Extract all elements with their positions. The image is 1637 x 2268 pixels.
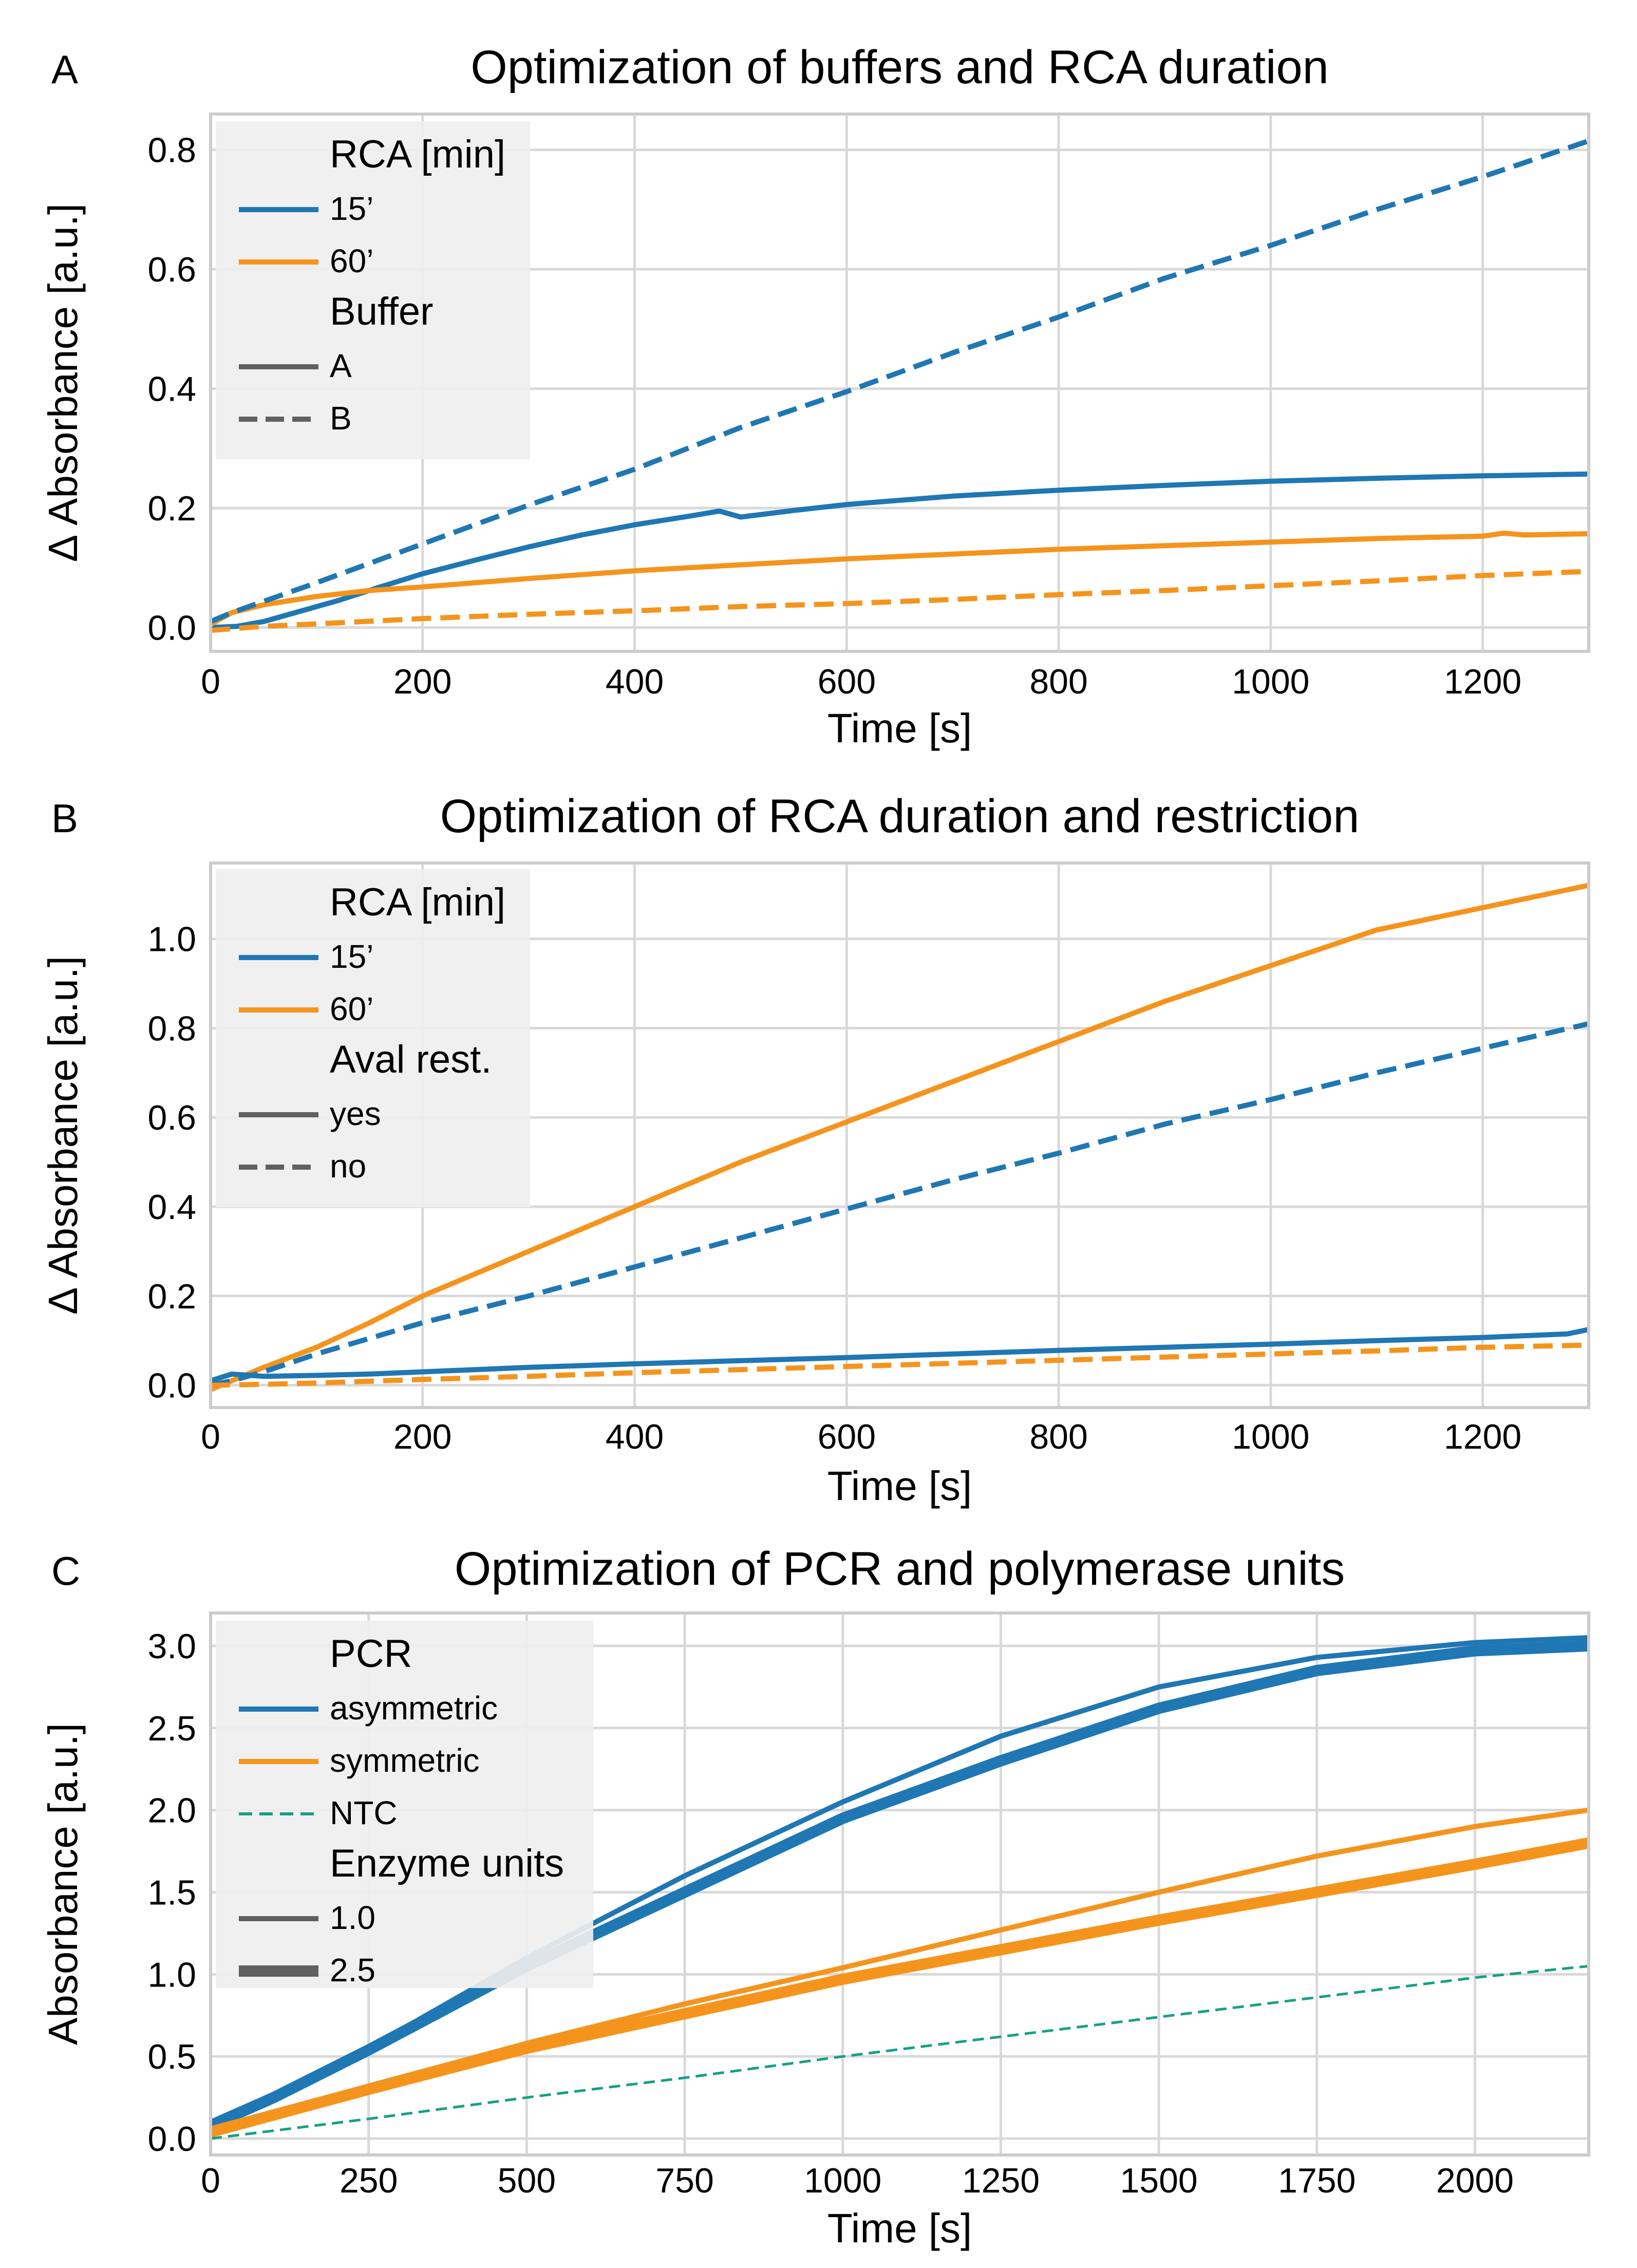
legend-section-title: Enzyme units <box>330 1842 564 1885</box>
series-line-4 <box>211 569 1589 633</box>
series-line-5 <box>211 1964 1589 2140</box>
panel-letter: B <box>51 796 78 841</box>
y-tick-label: 0.5 <box>147 2037 196 2076</box>
chart-title: Optimization of PCR and polymerase units <box>455 1543 1345 1595</box>
x-tick-label: 800 <box>1029 662 1087 701</box>
legend-box <box>216 869 530 1207</box>
legend: RCA [min] 15’ 60’ Buffer AB <box>216 121 530 459</box>
legend-entry-label: 2.5 <box>330 1952 375 1989</box>
y-tick-label: 3.0 <box>147 1627 196 1666</box>
legend-section-title: Aval rest. <box>330 1038 492 1081</box>
series-group <box>211 138 1589 633</box>
x-tick-label: 200 <box>393 662 451 701</box>
x-tick-label: 1250 <box>962 2161 1040 2200</box>
x-tick-label: 200 <box>393 1417 451 1456</box>
panel-letter: A <box>51 47 78 92</box>
x-tick-label: 1000 <box>1232 662 1309 701</box>
x-axis-label: Time [s] <box>827 705 972 751</box>
y-tick-label: 0.6 <box>147 1098 196 1137</box>
x-tick-label: 0 <box>201 662 220 701</box>
series-line-4 <box>211 1837 1589 2138</box>
x-tick-label: 800 <box>1029 1417 1087 1456</box>
legend-entry-label: 60’ <box>330 990 373 1027</box>
legend: PCR asymmetric symmetric NTC Enzyme units 1.0… <box>216 1621 593 1989</box>
x-tick-label: 1750 <box>1278 2161 1356 2200</box>
legend-entry-label: 15’ <box>330 938 373 975</box>
y-tick-label: 0.0 <box>147 609 196 648</box>
x-tick-label: 250 <box>340 2161 398 2200</box>
x-tick-label: 750 <box>655 2161 713 2200</box>
plot-frame <box>209 1611 1590 2157</box>
legend-box <box>216 1621 593 1988</box>
legend-entry-label: 1.0 <box>330 1899 375 1936</box>
y-axis-label: Δ Absorbance [a.u.] <box>40 956 86 1315</box>
legend-section-title: PCR <box>330 1632 412 1676</box>
panel-a: 0 200 400 600 800 1000 1200 0.0 0.2 0.4 0.6 0.8 RCA … <box>40 41 1590 751</box>
legend-entry-label: yes <box>330 1095 381 1132</box>
x-tick-label: 0 <box>201 1417 220 1456</box>
series-line-2 <box>211 1640 1589 2131</box>
legend-section-title: RCA [min] <box>330 880 505 924</box>
series-line-3 <box>211 138 1589 624</box>
x-tick-label: 600 <box>818 1417 876 1456</box>
legend-section-title: Buffer <box>330 290 433 333</box>
y-tick-label: 0.4 <box>147 370 196 409</box>
y-tick-label: 0.8 <box>147 131 196 170</box>
x-tick-label: 400 <box>606 1417 664 1456</box>
series-line-2 <box>211 530 1589 627</box>
series-line-1 <box>211 883 1589 1393</box>
legend: RCA [min] 15’ 60’ Aval rest. yes no <box>216 869 530 1207</box>
y-tick-label: 0.8 <box>147 1009 196 1048</box>
y-tick-label: 0.2 <box>147 1277 196 1316</box>
legend-box <box>216 121 530 459</box>
chart-title: Optimization of buffers and RCA duration <box>471 41 1329 93</box>
x-tick-label: 600 <box>818 662 876 701</box>
y-tick-label: 0.0 <box>147 1366 196 1405</box>
legend-entry-label: 60’ <box>330 242 373 279</box>
x-tick-label: 1500 <box>1120 2161 1197 2200</box>
legend-entry-label: 15’ <box>330 190 373 227</box>
series-line-2 <box>211 1021 1589 1388</box>
legend-entry-label: symmetric <box>330 1742 480 1779</box>
series-group <box>211 1635 1589 2140</box>
panel-c: 0 250 500 750 1000 1250 1500 1750 2000 0.0 0.5 1.0 1… <box>40 1543 1590 2251</box>
panel-letter: C <box>51 1548 80 1594</box>
x-tick-label: 1200 <box>1444 1417 1521 1456</box>
series-line-4 <box>211 1342 1589 1388</box>
chart-title: Optimization of RCA duration and restric… <box>440 790 1360 842</box>
series-group <box>211 883 1589 1393</box>
legend-entry-label: asymmetric <box>330 1690 498 1727</box>
legend-section-title: RCA [min] <box>330 133 505 176</box>
y-tick-label: 0.6 <box>147 250 196 289</box>
x-tick-label: 1200 <box>1444 662 1521 701</box>
y-tick-label: 2.5 <box>147 1709 196 1748</box>
y-tick-label: 1.5 <box>147 1873 196 1912</box>
series-line-3 <box>211 1327 1589 1383</box>
plot-frame <box>209 861 1590 1409</box>
legend-entry-label: no <box>330 1148 366 1185</box>
panel-b: 0 200 400 600 800 1000 1200 0.0 0.2 0.4 0.6 0.8 1.0 R… <box>40 790 1590 1509</box>
x-tick-label: 1000 <box>1232 1417 1309 1456</box>
plot-frame <box>209 113 1590 653</box>
legend-entry-label: NTC <box>330 1794 398 1831</box>
y-tick-label: 0.0 <box>147 2120 196 2159</box>
y-tick-label: 0.2 <box>147 489 196 528</box>
y-tick-label: 2.0 <box>147 1791 196 1830</box>
x-tick-label: 500 <box>498 2161 556 2200</box>
y-tick-label: 1.0 <box>147 1955 196 1994</box>
y-tick-label: 1.0 <box>147 920 196 959</box>
x-axis-label: Time [s] <box>827 2205 972 2251</box>
y-axis-label: Absorbance [a.u.] <box>40 1723 86 2045</box>
x-axis-label: Time [s] <box>827 1463 972 1509</box>
legend-entry-label: B <box>330 400 352 437</box>
series-line-1 <box>211 471 1589 630</box>
x-tick-label: 1000 <box>804 2161 881 2200</box>
y-tick-label: 0.4 <box>147 1188 196 1227</box>
y-axis-label: Δ Absorbance [a.u.] <box>40 203 86 562</box>
x-tick-label: 400 <box>606 662 664 701</box>
x-tick-label: 0 <box>201 2161 220 2200</box>
legend-entry-label: A <box>330 347 352 384</box>
x-tick-label: 2000 <box>1436 2161 1514 2200</box>
